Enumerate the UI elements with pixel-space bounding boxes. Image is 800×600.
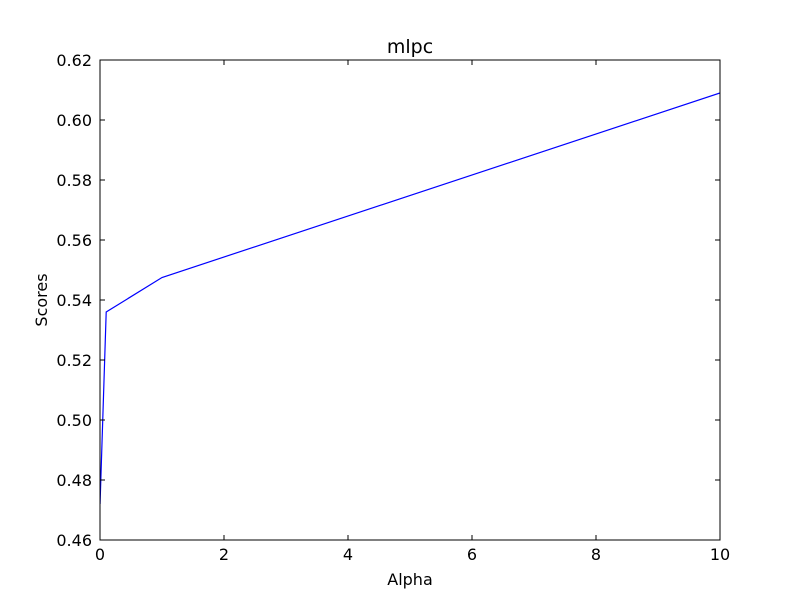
- y-axis-label: Scores: [32, 273, 51, 326]
- x-tick-label: 4: [343, 545, 353, 564]
- y-tick-label: 0.50: [56, 411, 92, 430]
- y-tick-label: 0.62: [56, 51, 92, 70]
- y-tick-label: 0.54: [56, 291, 92, 310]
- x-axis-label: Alpha: [387, 570, 433, 589]
- y-tick-label: 0.58: [56, 171, 92, 190]
- x-tick-label: 8: [591, 545, 601, 564]
- chart-title: mlpc: [387, 36, 433, 58]
- series-line-0: [100, 92, 720, 505]
- y-tick-label: 0.48: [56, 471, 92, 490]
- y-tick-label: 0.56: [56, 231, 92, 250]
- y-tick-label: 0.60: [56, 111, 92, 130]
- x-tick-label: 0: [95, 545, 105, 564]
- y-tick-label: 0.46: [56, 531, 92, 550]
- x-tick-label: 6: [467, 545, 477, 564]
- y-tick-label: 0.52: [56, 351, 92, 370]
- x-tick-label: 2: [219, 545, 229, 564]
- plot-frame: [99, 59, 721, 541]
- x-tick-label: 10: [710, 545, 730, 564]
